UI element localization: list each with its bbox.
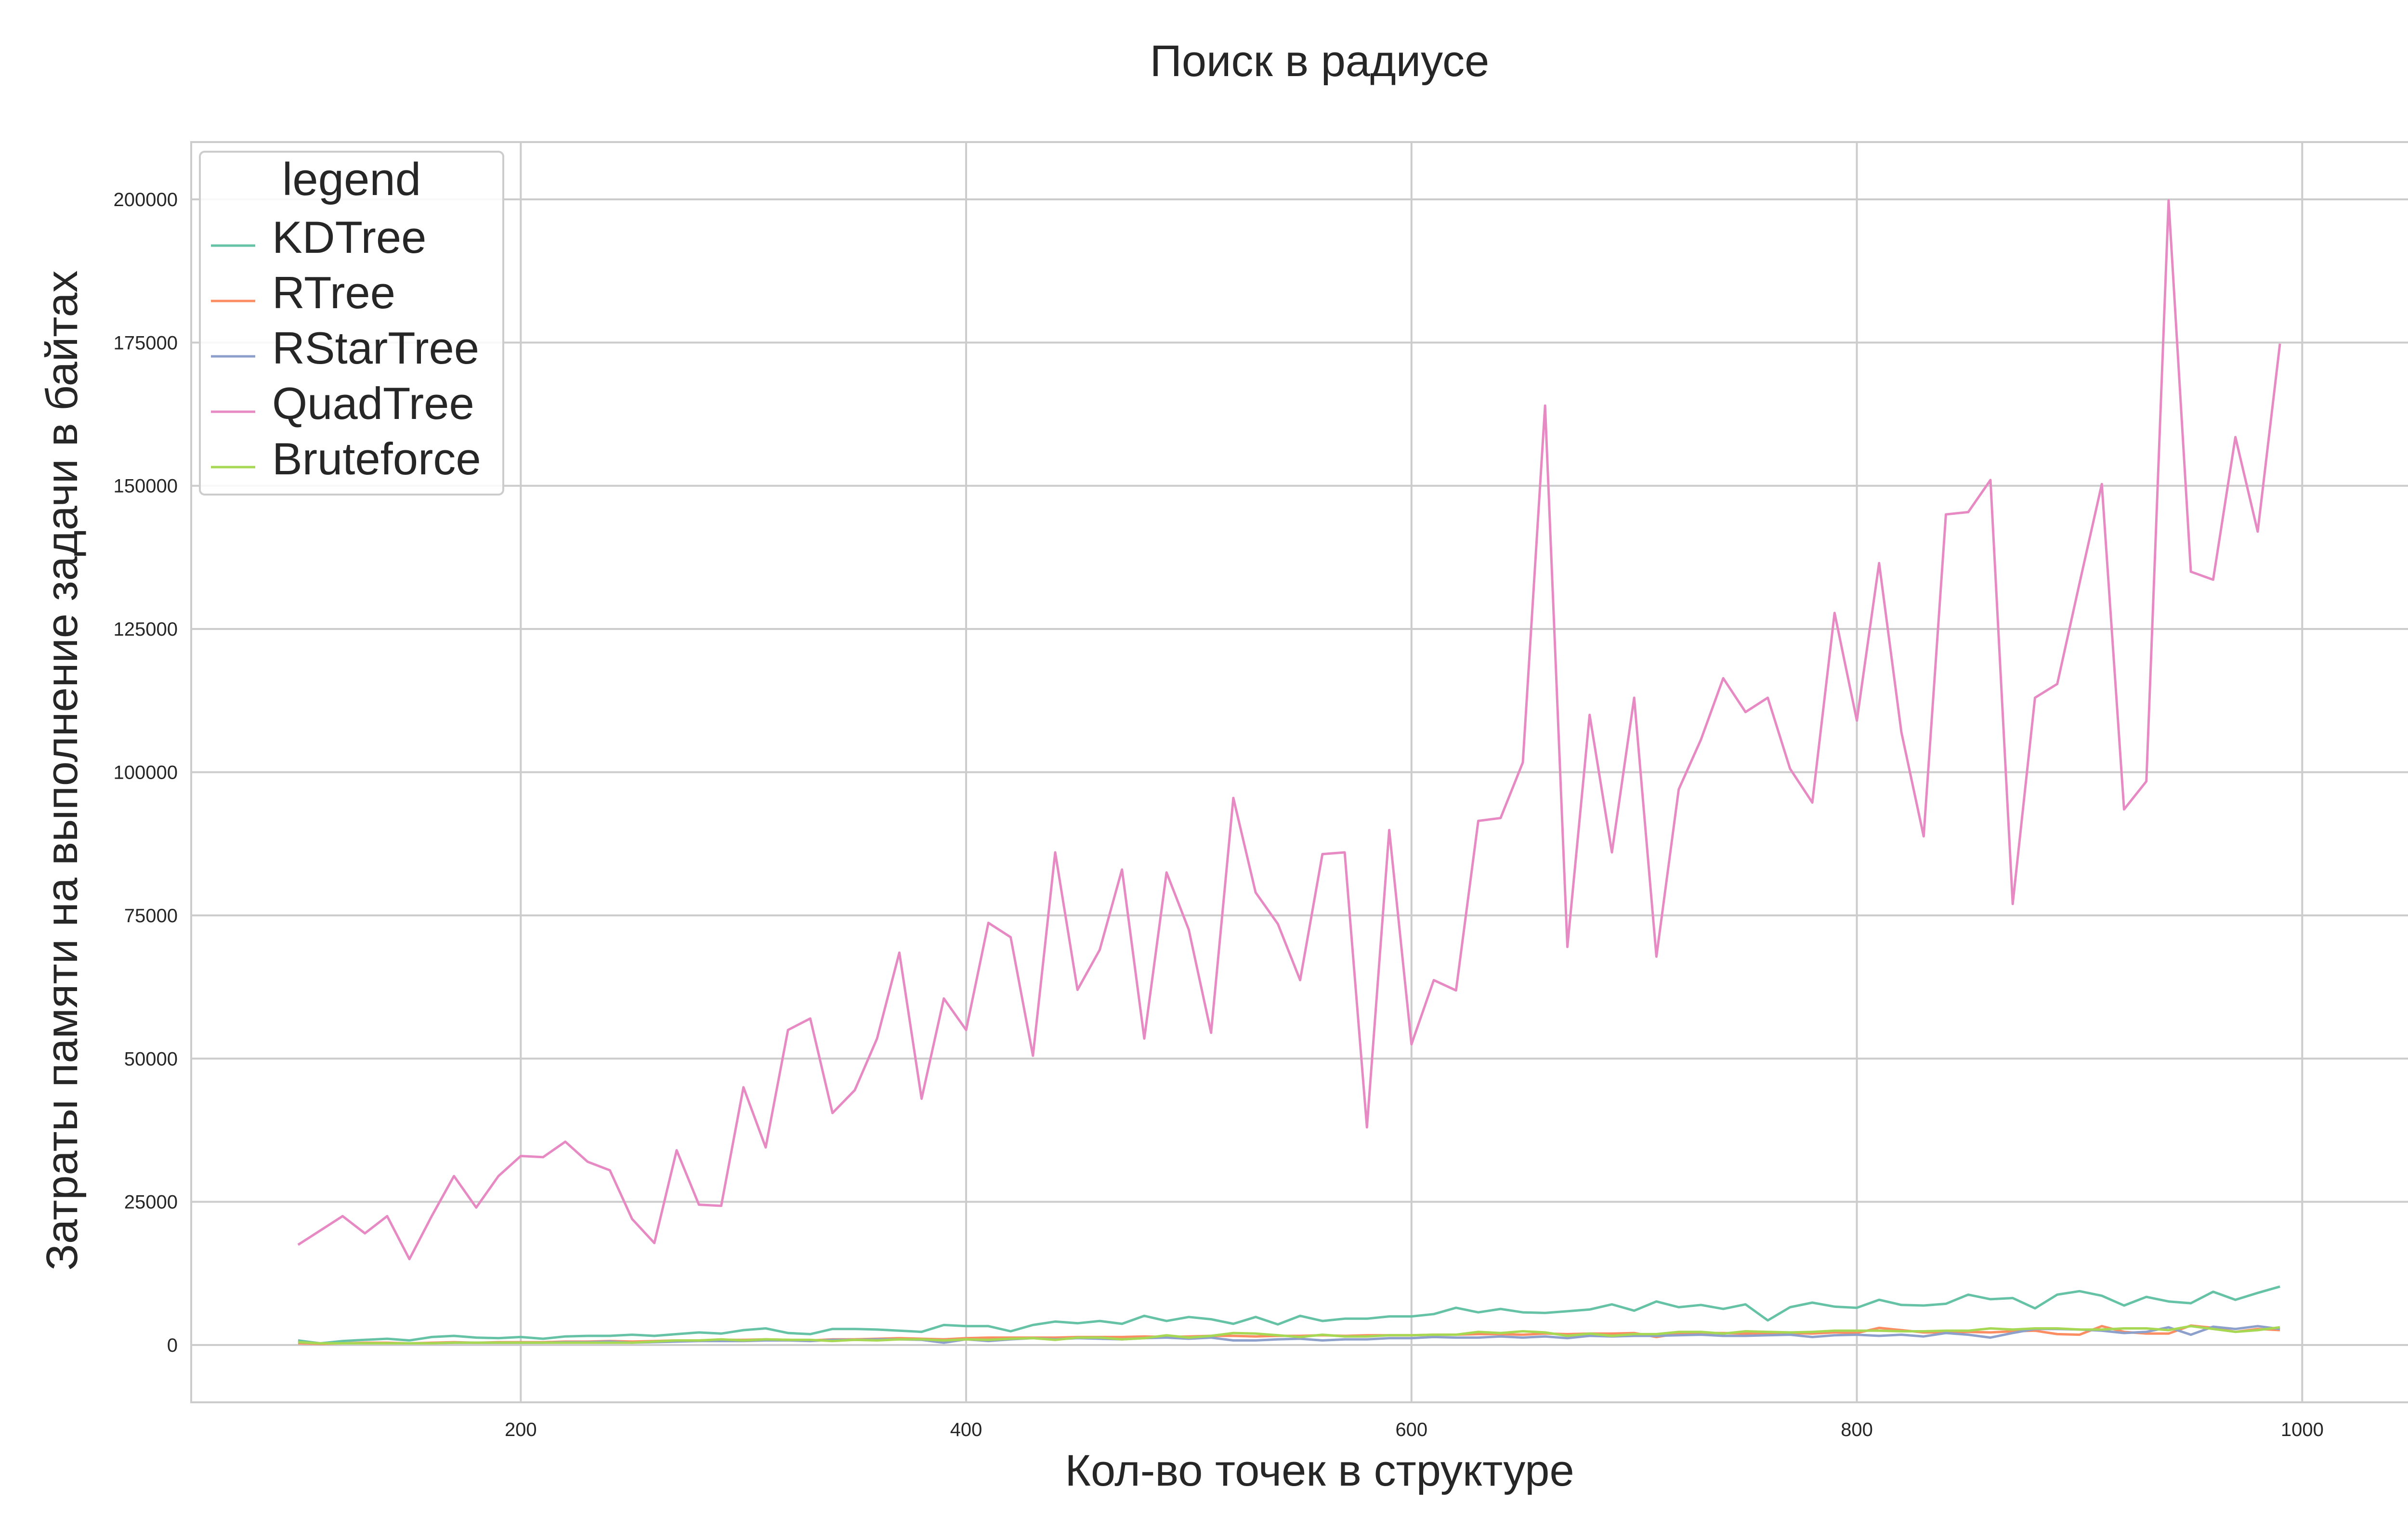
series-line-bruteforce bbox=[298, 1325, 2280, 1345]
x-tick-label: 1000 bbox=[2281, 1419, 2324, 1440]
legend-label: Bruteforce bbox=[272, 433, 481, 484]
x-tick-labels: 200 400 600 800 1000 bbox=[505, 1419, 2324, 1440]
series-lines bbox=[297, 199, 2281, 1345]
legend-box bbox=[199, 151, 504, 496]
y-tick-label: 100000 bbox=[114, 762, 178, 784]
y-axis-label: Затраты памяти на выполнение задачи в ба… bbox=[38, 270, 87, 1270]
y-tick-label: 0 bbox=[167, 1335, 178, 1356]
legend-label: RTree bbox=[272, 267, 395, 318]
legend: legend KDTreeRTreeRStarTreeQuadTreeBrute… bbox=[199, 151, 504, 496]
y-tick-label: 25000 bbox=[124, 1192, 178, 1213]
legend-label: KDTree bbox=[272, 212, 426, 262]
legend-label: QuadTree bbox=[272, 378, 474, 429]
y-tick-label: 125000 bbox=[114, 619, 178, 640]
legend-label: RStarTree bbox=[272, 323, 479, 373]
x-tick-label: 800 bbox=[1841, 1419, 1873, 1440]
x-tick-label: 600 bbox=[1395, 1419, 1427, 1440]
y-tick-labels: 0 25000 50000 75000 100000 125000 150000 175000… bbox=[114, 189, 178, 1356]
x-tick-label: 200 bbox=[505, 1419, 537, 1440]
x-tick-label: 400 bbox=[950, 1419, 982, 1440]
y-tick-label: 50000 bbox=[124, 1048, 178, 1070]
y-tick-label: 75000 bbox=[124, 905, 178, 927]
x-axis-label: Кол-во точек в структуре bbox=[1065, 1446, 1574, 1495]
series-line-kdtree bbox=[298, 1285, 2280, 1345]
grid-lines bbox=[191, 142, 2408, 1402]
y-tick-label: 200000 bbox=[114, 189, 178, 210]
legend-title: legend bbox=[282, 154, 421, 205]
y-tick-label: 175000 bbox=[114, 332, 178, 353]
chart-title: Поиск в радиусе bbox=[1150, 37, 1489, 86]
series-line-quadtree bbox=[297, 199, 2281, 1261]
y-tick-label: 150000 bbox=[114, 476, 178, 497]
